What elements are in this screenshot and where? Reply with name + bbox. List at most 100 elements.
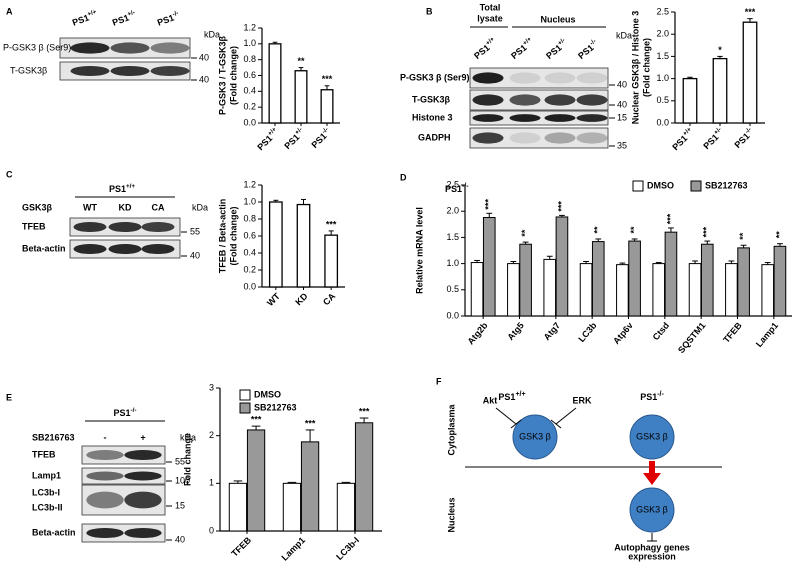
- outcome-label: Autophagy genes: [614, 542, 690, 552]
- chart-title: PS1-/-: [445, 183, 469, 195]
- row-label: P-GSK3 β (Ser9): [3, 42, 71, 52]
- row-label: Histone 3: [412, 112, 453, 122]
- x-tick-label: Ctsd: [651, 320, 672, 342]
- blot-band: [110, 65, 150, 77]
- panel-letter: D: [400, 172, 407, 182]
- x-tick-label: TFEB: [721, 320, 744, 345]
- legend-label: DMSO: [647, 180, 674, 190]
- significance-label: ***: [745, 7, 756, 17]
- inhibit-bar: [550, 419, 562, 429]
- significance-label: **: [520, 229, 530, 237]
- marker-label: 55: [175, 456, 185, 466]
- y-axis-label: Fold change: [182, 433, 192, 486]
- significance-label: ***: [305, 418, 316, 428]
- bar: [543, 258, 557, 317]
- outcome-label: expression: [628, 551, 676, 561]
- bar: [268, 43, 282, 124]
- row-label: LC3b-I: [32, 487, 60, 497]
- column-label: PS1+/+: [471, 35, 499, 61]
- blot-band: [472, 132, 504, 144]
- legend-swatch: [690, 180, 702, 192]
- y-tick-label: 0.4: [243, 247, 256, 257]
- row-label: Lamp1: [32, 470, 61, 480]
- inhibit-line: [495, 407, 517, 425]
- row-label: Beta-actin: [22, 243, 66, 253]
- legend-label: SB212763: [254, 402, 297, 412]
- bar: [555, 216, 569, 317]
- y-tick-label: 2.5: [446, 179, 459, 189]
- marker-label: 40: [190, 250, 200, 260]
- blot-band: [576, 114, 608, 122]
- y-axis-label: P-GSK3 / T-GSK3β: [217, 35, 227, 115]
- y-tick-label: 3: [209, 382, 214, 392]
- bar: [300, 441, 320, 532]
- y-tick-label: 1.5: [656, 51, 669, 61]
- significance-label: **: [774, 231, 784, 239]
- group-label: Nucleus: [540, 14, 575, 24]
- bar: [482, 216, 496, 317]
- blot-band: [544, 114, 576, 122]
- marker-label: 35: [617, 140, 627, 150]
- y-tick-label: 2: [209, 430, 214, 440]
- y-axis-label: Relative mRNA level: [414, 207, 424, 294]
- y-tick-label: 0.2: [243, 102, 256, 112]
- legend-swatch: [239, 389, 251, 401]
- column-label: WT: [83, 202, 97, 212]
- y-tick-label: 1.0: [243, 38, 256, 48]
- marker-label: 15: [617, 112, 627, 122]
- x-tick-label: WT: [265, 291, 282, 308]
- y-tick-label: 0.0: [243, 117, 256, 127]
- marker-label: 40: [175, 534, 185, 544]
- blot-band: [509, 94, 541, 106]
- x-tick-label: Lamp1: [754, 320, 780, 349]
- kda-label: kDa: [616, 30, 632, 40]
- blot-band: [472, 94, 504, 106]
- x-tick-label: KD: [293, 291, 310, 308]
- y-tick-label: 0.5: [446, 284, 459, 294]
- column-label: PS1+/-: [543, 37, 569, 62]
- bar: [761, 264, 775, 317]
- marker-label: 40: [199, 52, 209, 62]
- column-label: CA: [152, 202, 165, 212]
- blot-strip: [469, 67, 609, 89]
- y-tick-label: 0.5: [656, 95, 669, 105]
- y-tick-label: 1.2: [243, 22, 256, 32]
- blot-band: [472, 114, 504, 122]
- inhibitor-label: Akt: [483, 395, 498, 405]
- x-tick-label: LC3b-I: [334, 535, 361, 562]
- x-tick-label: Atg7: [542, 320, 563, 342]
- legend-swatch: [632, 180, 644, 192]
- blot-band: [509, 72, 541, 84]
- compartment-label: Nucleus: [446, 497, 456, 532]
- blot-band: [70, 65, 110, 77]
- factor-label: GSK3β: [22, 202, 53, 212]
- blot-band: [509, 132, 541, 144]
- blot-band: [472, 72, 504, 84]
- blot-band: [576, 132, 608, 144]
- blot-band: [509, 114, 541, 122]
- bar: [725, 263, 738, 317]
- blot-band: [150, 42, 190, 54]
- group-label: Total: [480, 2, 501, 12]
- blot-band: [73, 221, 107, 233]
- bar: [296, 203, 311, 288]
- inhibit-bar: [510, 419, 522, 429]
- y-axis-label: TFEB / Beta-actin: [217, 199, 227, 274]
- blot-band: [124, 449, 162, 461]
- x-tick-label: PS1-/-: [309, 126, 334, 151]
- marker-label: 40: [617, 79, 627, 89]
- blot-band: [544, 132, 576, 144]
- y-tick-label: 0.6: [243, 230, 256, 240]
- column-label: PS1+/+: [508, 35, 536, 61]
- column-label: PS1+/+: [498, 391, 525, 403]
- marker-label: 100: [175, 475, 190, 485]
- kda-label: kDa: [180, 432, 196, 442]
- row-label: TFEB: [22, 221, 46, 231]
- blot-band: [124, 471, 162, 481]
- blot-band: [86, 491, 124, 509]
- y-tick-label: 2.5: [656, 6, 669, 16]
- kda-label: kDa: [192, 202, 208, 212]
- y-tick-label: 0.6: [243, 70, 256, 80]
- gsk3-node: [629, 414, 675, 460]
- blot-strip: [469, 127, 609, 149]
